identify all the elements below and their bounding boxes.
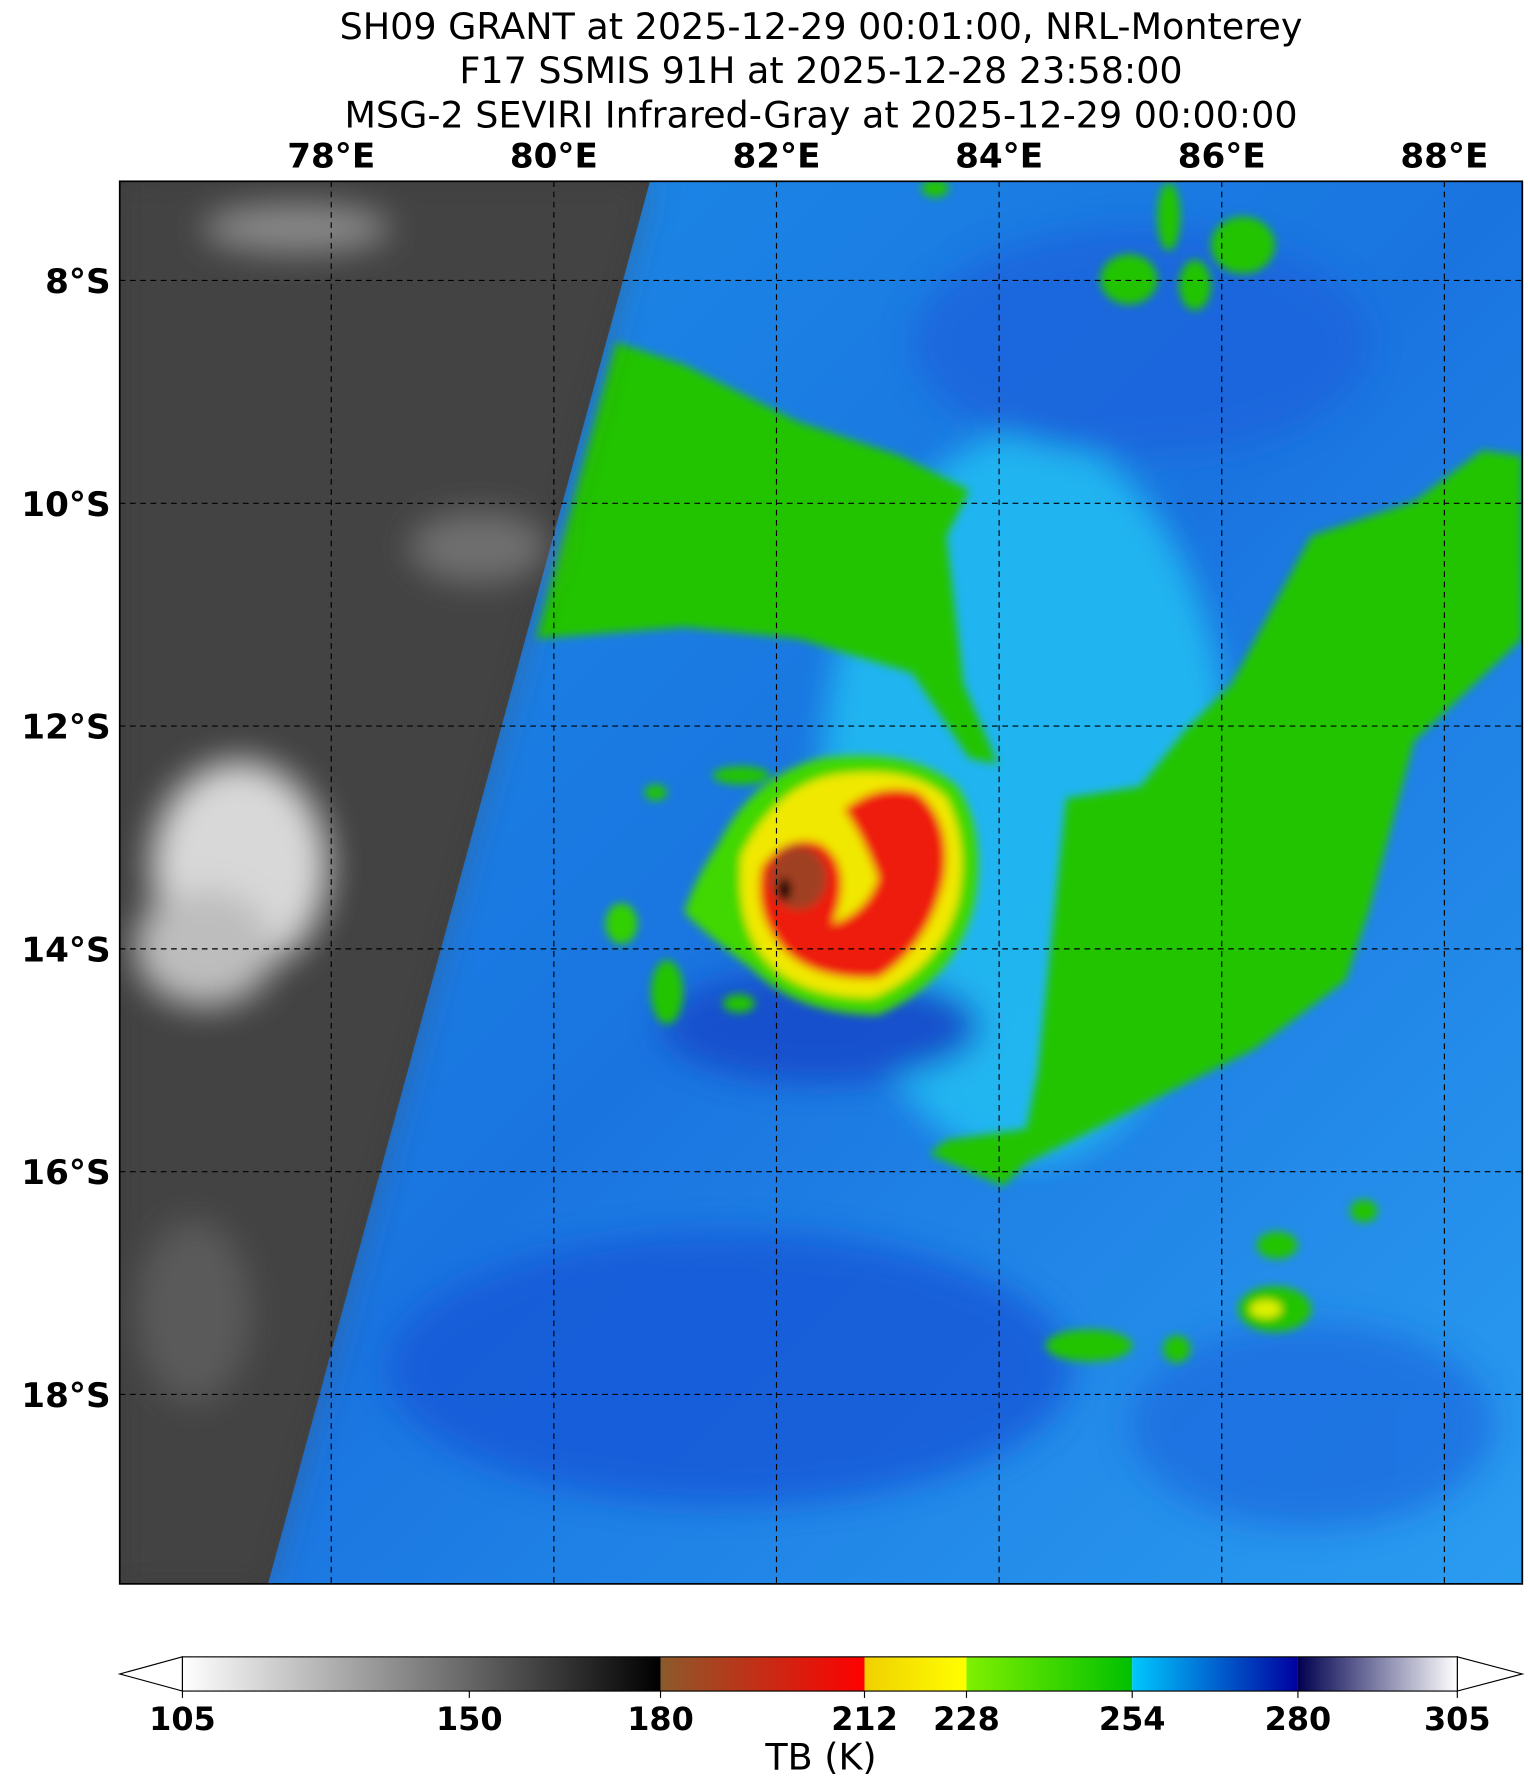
colorbar-segment <box>1132 1656 1298 1692</box>
colorbar-tick-label: 180 <box>627 1700 694 1738</box>
x-tick-label: 78°E <box>287 137 375 177</box>
colorbar-extend-high <box>1456 1656 1525 1692</box>
title-line: MSG-2 SEVIRI Infrared-Gray at 2025-12-29… <box>344 94 1297 137</box>
y-tick-label: 16°S <box>21 1153 110 1193</box>
colorbar-segment <box>660 1656 865 1692</box>
colorbar-extend-low <box>117 1656 184 1692</box>
colorbar-tick-label: 150 <box>436 1700 503 1738</box>
colorbar-segment <box>182 1656 661 1692</box>
colorbar-segment <box>1297 1656 1458 1692</box>
y-tick-label: 8°S <box>45 262 111 302</box>
y-tick-label: 14°S <box>21 930 110 970</box>
y-tick-label: 10°S <box>21 485 110 525</box>
colorbar-tick-label: 212 <box>831 1700 898 1738</box>
colorbar-tick-label: 280 <box>1265 1700 1332 1738</box>
colorbar-segment <box>966 1656 1133 1692</box>
x-tick-label: 86°E <box>1178 137 1266 177</box>
colorbar-frame <box>181 1656 1458 1692</box>
colorbar-label: TB (K) <box>764 1736 876 1779</box>
colorbar-segment <box>864 1656 967 1692</box>
x-tick-label: 80°E <box>510 137 598 177</box>
map-frame <box>118 180 1524 1585</box>
colorbar-tick-label: 305 <box>1424 1700 1491 1738</box>
grid <box>119 181 1523 1584</box>
x-tick-label: 88°E <box>1400 137 1488 177</box>
y-tick-label: 12°S <box>21 708 110 748</box>
colorbar-tick-label: 228 <box>933 1700 1000 1738</box>
x-tick-label: 82°E <box>732 137 820 177</box>
colorbar-tick-label: 254 <box>1099 1700 1166 1738</box>
title-line: F17 SSMIS 91H at 2025-12-28 23:58:00 <box>459 49 1182 92</box>
y-tick-label: 18°S <box>21 1376 110 1416</box>
title-line: SH09 GRANT at 2025-12-29 00:01:00, NRL-M… <box>340 5 1303 48</box>
imagery <box>119 181 1523 1584</box>
colorbar-tick-label: 105 <box>149 1700 216 1738</box>
x-tick-label: 84°E <box>955 137 1043 177</box>
